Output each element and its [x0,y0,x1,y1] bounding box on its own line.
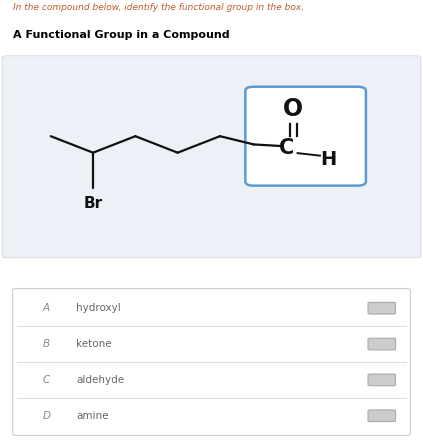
FancyBboxPatch shape [368,410,396,422]
Text: In the compound below, identify the functional group in the box.: In the compound below, identify the func… [13,3,304,12]
Text: B: B [43,339,50,349]
Text: Br: Br [83,196,103,211]
Text: D: D [43,411,50,421]
Text: C: C [279,138,294,158]
Text: C: C [43,375,50,385]
Text: aldehyde: aldehyde [76,375,124,385]
Text: A Functional Group in a Compound: A Functional Group in a Compound [13,30,229,39]
FancyBboxPatch shape [2,56,421,258]
FancyBboxPatch shape [13,289,410,435]
FancyBboxPatch shape [368,374,396,386]
Text: O: O [283,97,303,121]
Text: hydroxyl: hydroxyl [76,303,121,313]
Text: ketone: ketone [76,339,112,349]
FancyBboxPatch shape [245,87,366,185]
Text: H: H [320,150,337,169]
Text: A: A [43,303,50,313]
Text: amine: amine [76,411,109,421]
FancyBboxPatch shape [368,338,396,350]
FancyBboxPatch shape [368,302,396,314]
